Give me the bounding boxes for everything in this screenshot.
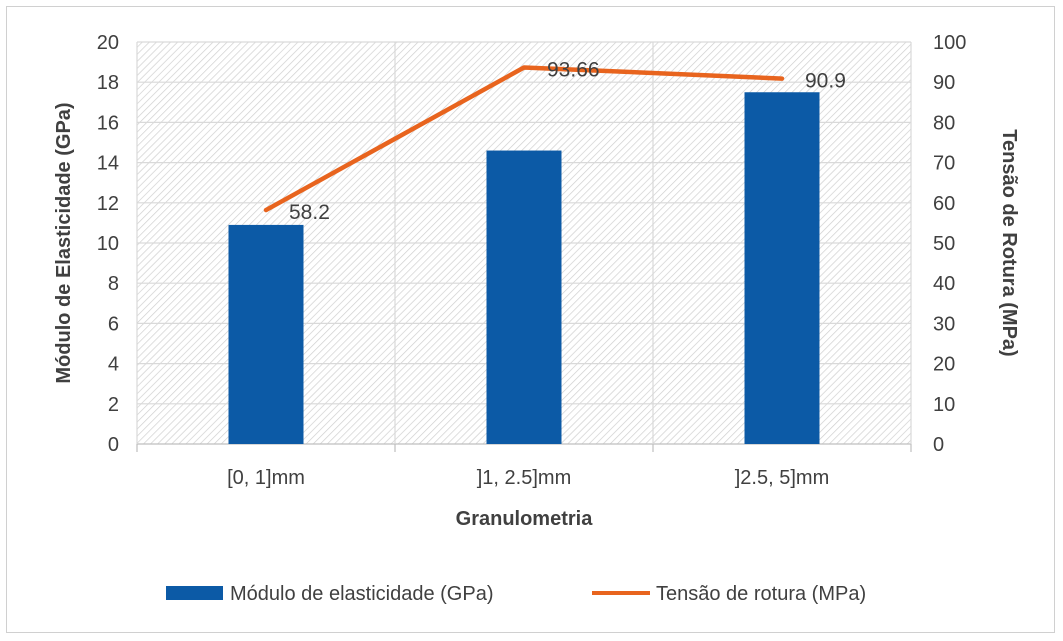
x-tick-label: [0, 1]mm xyxy=(227,467,305,489)
y2-tick-label: 90 xyxy=(933,72,955,94)
y2-tick-label: 40 xyxy=(933,273,955,295)
data-label: 93.66 xyxy=(547,58,600,81)
legend-label-line: Tensão de rotura (MPa) xyxy=(656,583,866,605)
y2-tick-label: 80 xyxy=(933,112,955,134)
bar xyxy=(486,150,562,445)
bar-series xyxy=(228,92,820,445)
y2-tick-label: 70 xyxy=(933,153,955,175)
data-label: 90.9 xyxy=(805,70,846,93)
y-tick-label: 10 xyxy=(97,233,119,255)
y2-tick-label: 0 xyxy=(933,434,944,456)
y2-tick-label: 10 xyxy=(933,394,955,416)
y-tick-label: 20 xyxy=(97,32,119,54)
y-tick-label: 0 xyxy=(108,434,119,456)
data-labels: 58.2 93.66 90.9 xyxy=(289,58,846,224)
bar xyxy=(228,224,304,444)
y-tick-label: 16 xyxy=(97,112,119,134)
y-axis-title: Módulo de Elasticidade (GPa) xyxy=(53,102,75,383)
y2-axis-title: Tensão de Rotura (MPa) xyxy=(998,129,1020,356)
y-tick-label: 4 xyxy=(108,354,119,376)
data-label: 58.2 xyxy=(289,201,330,224)
y-tick-label: 14 xyxy=(97,153,119,175)
y2-tick-label: 20 xyxy=(933,354,955,376)
y2-tick-label: 60 xyxy=(933,193,955,215)
series-line xyxy=(263,65,785,213)
x-axis-ticks: [0, 1]mm ]1, 2.5]mm ]2.5, 5]mm xyxy=(227,467,829,489)
y-tick-label: 12 xyxy=(97,193,119,215)
y2-tick-label: 50 xyxy=(933,233,955,255)
x-tick-label: ]1, 2.5]mm xyxy=(477,467,571,489)
legend-swatch-bar xyxy=(166,586,223,600)
x-tick-label: ]2.5, 5]mm xyxy=(735,467,829,489)
y-tick-label: 8 xyxy=(108,273,119,295)
legend-label-bar: Módulo de elasticidade (GPa) xyxy=(230,583,493,605)
y-tick-label: 6 xyxy=(108,313,119,335)
line-series xyxy=(263,65,785,213)
y2-axis-ticks: 0 10 20 30 40 50 60 70 80 90 100 xyxy=(933,32,966,456)
bar xyxy=(744,92,820,444)
legend: Módulo de elasticidade (GPa) Tensão de r… xyxy=(166,583,866,605)
y2-tick-label: 30 xyxy=(933,313,955,335)
y-axis-ticks: 0 2 4 6 8 10 12 14 16 18 20 xyxy=(97,32,119,456)
y2-tick-label: 100 xyxy=(933,32,966,54)
y-tick-label: 2 xyxy=(108,394,119,416)
y-tick-label: 18 xyxy=(97,72,119,94)
x-axis-title: Granulometria xyxy=(456,508,594,530)
